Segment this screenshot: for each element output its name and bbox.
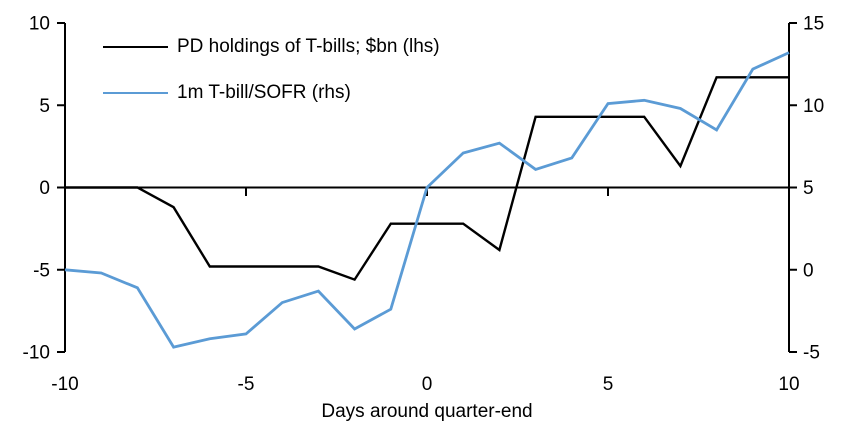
x-axis-tick-label: 5	[603, 374, 614, 395]
right-axis-tick-label: 0	[803, 260, 814, 281]
x-axis-tick-label: 10	[778, 374, 799, 395]
right-axis-tick-label: 15	[803, 14, 824, 35]
legend-label-sofr: 1m T-bill/SOFR (rhs)	[177, 81, 351, 103]
right-axis-tick-label: 10	[803, 96, 824, 117]
x-axis-title: Days around quarter-end	[321, 401, 532, 422]
pd-holdings-line	[65, 76, 789, 282]
left-axis-tick-label: -10	[23, 343, 50, 364]
left-axis-tick-label: 0	[39, 178, 50, 199]
legend-label-pd-holdings: PD holdings of T-bills; $bn (lhs)	[177, 35, 440, 57]
right-axis-tick-label: 5	[803, 178, 814, 199]
legend-item-sofr: 1m T-bill/SOFR (rhs)	[103, 79, 440, 106]
legend: PD holdings of T-bills; $bn (lhs) 1m T-b…	[103, 33, 440, 106]
x-axis-tick-label: -10	[51, 374, 78, 395]
left-axis-tick-label: -5	[33, 260, 50, 281]
axis-tick-labels: 10 5 0 -5 -10 15 10 5 0 -5 -10 -5 0 5 10	[23, 14, 825, 396]
right-axis-tick-label: -5	[803, 343, 820, 364]
series-lines	[64, 51, 790, 349]
legend-item-pd-holdings: PD holdings of T-bills; $bn (lhs)	[103, 33, 440, 60]
legend-line-sample-blue	[103, 91, 168, 94]
left-axis-tick-label: 10	[29, 14, 50, 35]
legend-line-sample-black	[103, 45, 168, 48]
x-axis-tick-label: 0	[422, 374, 433, 395]
x-axis-tick-label: -5	[238, 374, 255, 395]
tbill-sofr-line	[64, 51, 790, 349]
left-axis-tick-label: 5	[39, 96, 50, 117]
